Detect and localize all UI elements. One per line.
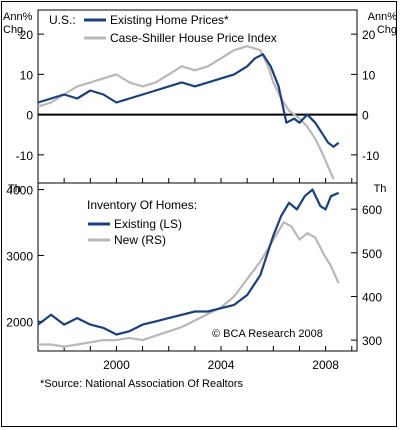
top-legend-prefix: U.S.: [49,13,76,27]
bottom-unit-left: Th [8,183,21,195]
top-unit-left: Ann% [3,11,33,23]
top-ytick-label-left: 10 [20,68,34,82]
bottom-panel-border [37,182,358,352]
legend-label-case-shiller: Case-Shiller House Price Index [110,31,277,45]
top-unit-right: Ann% [368,11,398,23]
top-ytick-label-right: -10 [362,149,380,163]
legend-label-new-homes: New (RS) [114,233,166,247]
xtick-label: 2008 [312,358,339,372]
top-ytick-label-right: 20 [362,28,376,42]
top-ytick-label-left: 0 [26,109,33,123]
top-ytick-label-right: 10 [362,68,376,82]
top-ytick-label-left: 20 [20,28,34,42]
legend-label-existing-homes: Existing (LS) [114,217,182,231]
bottom-ytick-label-right: 300 [362,334,382,348]
top-ytick-label-right: 0 [362,109,369,123]
bottom-ytick-label-left: 2000 [6,315,33,329]
bottom-legend-title: Inventory Of Homes: [87,198,197,212]
bottom-ytick-label-left: 4000 [6,184,33,198]
bottom-ytick-label-left: 3000 [6,249,33,263]
existing-prices-line [37,53,340,148]
existing-homes-line [37,188,340,336]
case-shiller-line [37,45,335,180]
bottom-ytick-label-right: 400 [362,290,382,304]
copyright-annotation: © BCA Research 2008 [212,328,323,340]
top-unit-left: Chg [3,24,23,36]
bottom-unit-right: Th [374,183,387,195]
bottom-ytick-label-right: 600 [362,203,382,217]
xtick-label: 2000 [103,358,130,372]
top-ytick-label-left: -10 [16,149,34,163]
top-unit-right: Chg [377,24,397,36]
bottom-ytick-label-right: 500 [362,247,382,261]
legend-label-existing-prices: Existing Home Prices* [110,13,229,27]
xtick-label: 2004 [208,358,235,372]
source-note: *Source: National Association Of Realtor… [40,378,243,390]
